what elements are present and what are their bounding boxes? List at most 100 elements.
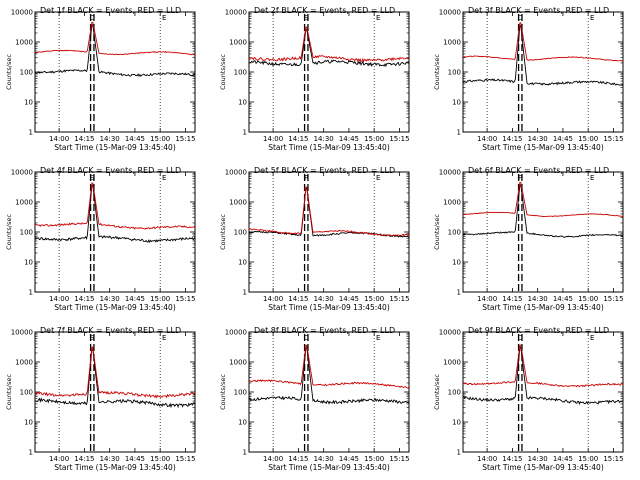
panel-det-8f: Det 8f BLACK = Events, RED = LLD 1 10 100 10… xyxy=(219,326,410,472)
x-tick-label: 14:15 xyxy=(502,135,522,143)
y-tick-label: 1000 xyxy=(15,39,33,47)
x-tick-label: 14:45 xyxy=(553,455,573,463)
x-tick-label: 14:00 xyxy=(477,135,497,143)
x-tick-label: 14:30 xyxy=(528,455,548,463)
x-tick-label: 15:00 xyxy=(364,295,384,303)
x-axis-label: Start Time (15-Mar-09 13:45:40) xyxy=(54,303,176,312)
x-tick-label: 14:45 xyxy=(125,295,145,303)
x-tick-label: 15:15 xyxy=(175,135,195,143)
series-lld xyxy=(248,186,410,237)
x-tick-label: 15:00 xyxy=(578,455,598,463)
y-tick-label: 10 xyxy=(24,419,33,427)
y-axis-label: Counts/sec xyxy=(433,374,441,410)
x-tick-label: 14:30 xyxy=(100,135,120,143)
x-tick-label: 15:00 xyxy=(150,135,170,143)
y-tick-label: 10000 xyxy=(439,9,461,17)
interval-marker: D xyxy=(304,334,309,342)
y-axis-label: Counts/sec xyxy=(5,214,13,250)
y-tick-label: 10000 xyxy=(11,329,33,337)
y-axis-label: Counts/sec xyxy=(219,54,227,90)
series-lld xyxy=(248,26,410,63)
y-tick-label: 1 xyxy=(457,449,461,457)
y-tick-label: 1 xyxy=(29,289,33,297)
x-tick-label: 14:00 xyxy=(263,455,283,463)
x-tick-label: 14:00 xyxy=(49,455,69,463)
x-tick-label: 15:15 xyxy=(389,455,409,463)
x-axis-label: Start Time (15-Mar-09 13:45:40) xyxy=(54,143,176,152)
interval-marker: E xyxy=(162,14,166,22)
y-tick-label: 100 xyxy=(448,229,461,237)
y-tick-label: 1000 xyxy=(15,359,33,367)
x-tick-label: 15:15 xyxy=(175,455,195,463)
y-tick-label: 1 xyxy=(243,129,247,137)
panel-title: Det 5f BLACK = Events, RED = LLD xyxy=(254,166,395,175)
x-tick-label: 15:15 xyxy=(603,135,623,143)
series-lld xyxy=(34,182,196,230)
x-tick-label: 14:45 xyxy=(339,295,359,303)
panel-title: Det 3f BLACK = Events, RED = LLD xyxy=(468,6,609,15)
y-tick-label: 10 xyxy=(24,99,33,107)
x-axis-label: Start Time (15-Mar-09 13:45:40) xyxy=(482,463,604,472)
x-tick-label: 14:15 xyxy=(288,455,308,463)
series-events xyxy=(34,184,196,243)
panel-title: Det 6f BLACK = Events, RED = LLD xyxy=(468,166,609,175)
x-axis-label: Start Time (15-Mar-09 13:45:40) xyxy=(268,143,390,152)
x-tick-label: 14:00 xyxy=(263,135,283,143)
panel-det-7f: Det 7f BLACK = Events, RED = LLD 1 10 100 10… xyxy=(5,326,196,472)
x-tick-label: 14:15 xyxy=(502,295,522,303)
y-axis-label: Counts/sec xyxy=(219,214,227,250)
x-tick-label: 14:15 xyxy=(74,455,94,463)
series-events xyxy=(34,24,196,78)
y-tick-label: 1000 xyxy=(229,359,247,367)
series-lld xyxy=(34,346,196,399)
series-events xyxy=(248,347,410,405)
y-tick-label: 10000 xyxy=(439,169,461,177)
interval-marker: E xyxy=(590,334,594,342)
y-tick-label: 10000 xyxy=(439,329,461,337)
x-axis-label: Start Time (15-Mar-09 13:45:40) xyxy=(54,463,176,472)
y-tick-label: 1000 xyxy=(15,199,33,207)
y-tick-label: 100 xyxy=(20,69,33,77)
y-tick-label: 1000 xyxy=(229,199,247,207)
y-tick-label: 1000 xyxy=(443,39,461,47)
y-tick-label: 1 xyxy=(29,129,33,137)
x-tick-label: 14:30 xyxy=(528,135,548,143)
panel-det-1f: Det 1f BLACK = Events, RED = LLD 1 10 100 10… xyxy=(5,6,196,152)
x-tick-label: 14:45 xyxy=(339,455,359,463)
series-events xyxy=(462,25,624,87)
y-tick-label: 100 xyxy=(234,389,247,397)
x-tick-label: 14:30 xyxy=(314,455,334,463)
y-tick-label: 10000 xyxy=(225,169,247,177)
y-tick-label: 100 xyxy=(448,69,461,77)
x-tick-label: 14:45 xyxy=(553,135,573,143)
y-tick-label: 10000 xyxy=(225,329,247,337)
panel-det-4f: Det 4f BLACK = Events, RED = LLD 1 10 100 10… xyxy=(5,166,196,312)
panel-title: Det 9f BLACK = Events, RED = LLD xyxy=(468,326,609,335)
x-tick-label: 14:30 xyxy=(528,295,548,303)
x-tick-label: 14:45 xyxy=(553,295,573,303)
series-lld xyxy=(34,21,195,56)
y-tick-label: 10 xyxy=(24,259,33,267)
y-tick-label: 10000 xyxy=(225,9,247,17)
x-axis-label: Start Time (15-Mar-09 13:45:40) xyxy=(268,463,390,472)
y-tick-label: 10 xyxy=(452,419,461,427)
panel-det-6f: Det 6f BLACK = Events, RED = LLD 1 10 100 10… xyxy=(433,166,624,312)
y-tick-label: 10 xyxy=(238,259,247,267)
x-axis-label: Start Time (15-Mar-09 13:45:40) xyxy=(482,303,604,312)
x-tick-label: 15:00 xyxy=(364,455,384,463)
y-tick-label: 10 xyxy=(452,259,461,267)
y-tick-label: 10 xyxy=(238,99,247,107)
y-tick-label: 100 xyxy=(234,69,247,77)
interval-marker: E xyxy=(376,334,380,342)
y-tick-label: 100 xyxy=(448,389,461,397)
x-axis-label: Start Time (15-Mar-09 13:45:40) xyxy=(482,143,604,152)
y-tick-label: 10000 xyxy=(11,9,33,17)
y-tick-label: 1 xyxy=(457,129,461,137)
x-tick-label: 14:00 xyxy=(263,295,283,303)
interval-marker: D xyxy=(518,14,523,22)
interval-marker: E xyxy=(376,14,380,22)
y-tick-label: 1000 xyxy=(229,39,247,47)
x-tick-label: 14:00 xyxy=(49,135,69,143)
interval-marker: E xyxy=(590,14,594,22)
